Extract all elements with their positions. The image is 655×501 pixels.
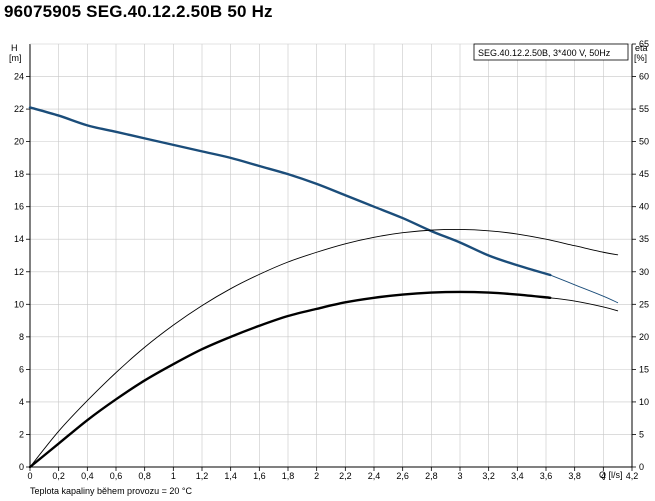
x-tick-label: 2 xyxy=(314,471,319,481)
x-tick-label: 0,2 xyxy=(52,471,65,481)
x-tick-label: 0,4 xyxy=(81,471,94,481)
y-right-tick-label: 45 xyxy=(639,169,649,179)
x-tick-label: 3,6 xyxy=(540,471,553,481)
y-left-tick-label: 10 xyxy=(14,299,24,309)
x-tick-label: 2,2 xyxy=(339,471,352,481)
y-left-label-line2: [m] xyxy=(9,53,22,63)
y-left-tick-label: 14 xyxy=(14,234,24,244)
y-right-label-line2: [%] xyxy=(634,53,647,63)
y-left-tick-label: 0 xyxy=(19,462,24,472)
footer-note: Teplota kapaliny během provozu = 20 °C xyxy=(30,486,192,496)
y-left-tick-label: 18 xyxy=(14,169,24,179)
grid xyxy=(30,44,633,467)
y-right-tick-label: 20 xyxy=(639,332,649,342)
x-tick-label: 1,4 xyxy=(224,471,237,481)
y-right-tick-label: 60 xyxy=(639,72,649,82)
y-left-tick-label: 20 xyxy=(14,137,24,147)
x-tick-label: 0,6 xyxy=(110,471,123,481)
series-line-head-thin-blue xyxy=(549,274,619,304)
page-title: 96075905 SEG.40.12.2.50B 50 Hz xyxy=(4,2,273,21)
y-left-tick-label: 2 xyxy=(19,429,24,439)
x-tick-label: 2,4 xyxy=(368,471,381,481)
x-tick-label: 1,2 xyxy=(196,471,209,481)
series-line-efficiency-bold-black xyxy=(28,290,552,469)
y-left-tick-label: 6 xyxy=(19,364,24,374)
y-right-tick-label: 10 xyxy=(639,397,649,407)
x-tick-label: 3,4 xyxy=(511,471,524,481)
legend-box xyxy=(473,43,629,61)
x-tick-label: 2,8 xyxy=(425,471,438,481)
x-tick-label: 0,8 xyxy=(138,471,151,481)
y-right-tick-label: 55 xyxy=(639,104,649,114)
x-tick-label: 1 xyxy=(171,471,176,481)
y-left-label-line1: H xyxy=(11,43,18,53)
x-tick-label: 3 xyxy=(457,471,462,481)
y-right-label-line1: eta xyxy=(635,43,648,53)
series-line-head-bold-blue xyxy=(28,106,552,277)
x-tick-label: 1,8 xyxy=(282,471,295,481)
series-line-efficiency-thin-black xyxy=(549,297,619,312)
y-right-tick-label: 5 xyxy=(639,429,644,439)
x-tick-label: 0 xyxy=(27,471,32,481)
axis-labels: H [m] eta [%] Q [l/s] xyxy=(9,43,648,480)
x-tick-label: 4 xyxy=(601,471,606,481)
axes: 0 0,2 0,4 0,6 0,8 1 1,2 1,4 1,6 1,8 2 2,2 2,4 2,6 2,8 3… xyxy=(14,39,649,481)
y-right-tick-label: 25 xyxy=(639,299,649,309)
y-left-tick-label: 12 xyxy=(14,267,24,277)
legend: SEG.40.12.2.50B, 3*400 V, 50Hz xyxy=(473,43,629,61)
series-line-efficiency-thin-black xyxy=(29,228,619,468)
y-left-tick-label: 4 xyxy=(19,397,24,407)
y-right-tick-label: 50 xyxy=(639,137,649,147)
x-tick-label: 4,2 xyxy=(626,471,639,481)
y-right-tick-label: 15 xyxy=(639,364,649,374)
y-right-tick-label: 0 xyxy=(639,462,644,472)
y-right-tick-label: 35 xyxy=(639,234,649,244)
y-left-tick-label: 24 xyxy=(14,72,24,82)
series-group xyxy=(28,106,619,469)
y-left-tick-label: 22 xyxy=(14,104,24,114)
y-right-tick-label: 40 xyxy=(639,202,649,212)
y-right-tick-label: 30 xyxy=(639,267,649,277)
x-tick-label: 3,8 xyxy=(568,471,581,481)
y-right-tick-label: 65 xyxy=(639,39,649,49)
legend-text: SEG.40.12.2.50B, 3*400 V, 50Hz xyxy=(478,48,611,58)
x-tick-label: 1,6 xyxy=(253,471,266,481)
x-tick-label: 2,6 xyxy=(396,471,409,481)
y-left-tick-label: 16 xyxy=(14,202,24,212)
x-axis-label: Q [l/s] xyxy=(599,470,623,480)
y-left-tick-label: 8 xyxy=(19,332,24,342)
x-tick-label: 3,2 xyxy=(482,471,495,481)
